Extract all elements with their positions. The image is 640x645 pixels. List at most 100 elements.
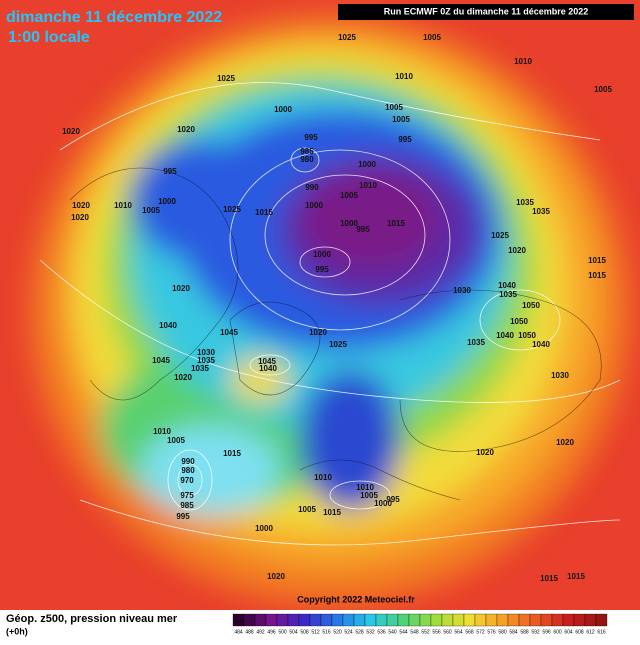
scale-cell xyxy=(342,613,355,627)
isobar-label: 1050 xyxy=(518,331,536,340)
isobar-label: 1000 xyxy=(340,219,358,228)
isobar-label: 1000 xyxy=(274,105,292,114)
scale-cell xyxy=(331,613,344,627)
scale-cell xyxy=(353,613,366,627)
isobar-label: 1035 xyxy=(516,198,534,207)
scale-label: 492 xyxy=(256,629,265,635)
scale-cell xyxy=(309,613,322,627)
scale-cell xyxy=(265,613,278,627)
isobar-label: 1010 xyxy=(153,427,171,436)
scale-label: 588 xyxy=(520,629,529,635)
isobar-label: 1020 xyxy=(172,284,190,293)
isobar-label: 995 xyxy=(176,512,190,521)
isobar-label: 1015 xyxy=(588,256,606,265)
isobar-label: 970 xyxy=(180,476,194,485)
isobar-label: 1020 xyxy=(174,373,192,382)
scale-label: 524 xyxy=(344,629,353,635)
scale-cell xyxy=(232,613,245,627)
scale-label: 528 xyxy=(355,629,364,635)
scale-label: 612 xyxy=(586,629,595,635)
scale-label: 584 xyxy=(509,629,518,635)
scale-label: 532 xyxy=(366,629,375,635)
scale-label: 580 xyxy=(498,629,507,635)
scale-cell xyxy=(287,613,300,627)
scale-label: 536 xyxy=(377,629,386,635)
isobar-label: 1000 xyxy=(374,499,392,508)
scale-cell xyxy=(584,613,597,627)
isobar-label: 1000 xyxy=(158,197,176,206)
scale-label: 576 xyxy=(487,629,496,635)
isobar-label: 1015 xyxy=(540,574,558,583)
isobar-label: 985 xyxy=(180,501,194,510)
isobar-lines xyxy=(39,82,621,546)
isobar-label: 1020 xyxy=(177,125,195,134)
scale-label: 596 xyxy=(542,629,551,635)
isobar-label: 1010 xyxy=(356,483,374,492)
isobar-label: 1025 xyxy=(329,340,347,349)
scale-label: 608 xyxy=(575,629,584,635)
date-title: dimanche 11 décembre 2022 xyxy=(6,9,222,26)
isobar-label: 1020 xyxy=(508,246,526,255)
scale-cell xyxy=(419,613,432,627)
isobar-label: 1015 xyxy=(223,449,241,458)
isobar-label: 1015 xyxy=(255,208,273,217)
scale-label: 568 xyxy=(465,629,474,635)
isobar-label: 1015 xyxy=(323,508,341,517)
scale-label: 496 xyxy=(267,629,276,635)
scale-label: 556 xyxy=(432,629,441,635)
scale-cell xyxy=(595,613,608,627)
isobar-label: 1005 xyxy=(360,491,378,500)
isobar-label: 995 xyxy=(356,225,370,234)
scale-cell xyxy=(441,613,454,627)
isobar-label: 1015 xyxy=(387,219,405,228)
color-scale: 484 488 492 496 500 504 508 512 516 520 524 528 532 5… xyxy=(232,613,608,635)
scale-cell xyxy=(452,613,465,627)
isobar-label: 995 xyxy=(386,495,400,504)
isobar-label: 1020 xyxy=(267,572,285,581)
scale-cell xyxy=(540,613,553,627)
isobar-label: 1020 xyxy=(476,448,494,457)
isobar-label: 1020 xyxy=(556,438,574,447)
scale-cell xyxy=(562,613,575,627)
isobar-label: 1010 xyxy=(395,72,413,81)
isobar-label: 1030 xyxy=(551,371,569,380)
isobar-label: 1030 xyxy=(197,348,215,357)
isobar-label: 1005 xyxy=(142,206,160,215)
copyright: Copyright 2022 Meteociel.fr xyxy=(297,594,415,604)
isobar-label: 1000 xyxy=(305,201,323,210)
scale-cell xyxy=(496,613,509,627)
isobar-label: 995 xyxy=(163,167,177,176)
scale-label: 552 xyxy=(421,629,430,635)
scale-cell xyxy=(485,613,498,627)
isobar-label: 1015 xyxy=(567,572,585,581)
isobar-label: 1020 xyxy=(62,127,80,136)
isobar-label: 1005 xyxy=(298,505,316,514)
isobar-label: 1010 xyxy=(514,57,532,66)
coastlines xyxy=(69,167,602,501)
time-title: 1:00 locale xyxy=(8,29,90,46)
scale-cell xyxy=(364,613,377,627)
isobar-label: 1000 xyxy=(255,524,273,533)
isobar-label: 990 xyxy=(305,183,319,192)
isobar-label: 1015 xyxy=(588,271,606,280)
scale-label: 520 xyxy=(333,629,342,635)
isobar-label: 1035 xyxy=(499,290,517,299)
scale-cell xyxy=(518,613,531,627)
scale-label: 592 xyxy=(531,629,540,635)
scale-cell xyxy=(386,613,399,627)
scale-cell xyxy=(551,613,564,627)
legend-title: Géop. z500, pression niveau mer xyxy=(6,613,178,625)
isobar-label: 995 xyxy=(304,133,318,142)
isobar-label: 1010 xyxy=(359,181,377,190)
isobar-label: 1040 xyxy=(259,364,277,373)
isobar-label: 1020 xyxy=(71,213,89,222)
isobar-label: 1035 xyxy=(467,338,485,347)
scale-label: 548 xyxy=(410,629,419,635)
isobar-label: 1005 xyxy=(385,103,403,112)
scale-cell xyxy=(507,613,520,627)
scale-cell xyxy=(375,613,388,627)
scale-label: 512 xyxy=(311,629,320,635)
scale-label: 484 xyxy=(234,629,243,635)
isobar-label: 980 xyxy=(300,155,314,164)
